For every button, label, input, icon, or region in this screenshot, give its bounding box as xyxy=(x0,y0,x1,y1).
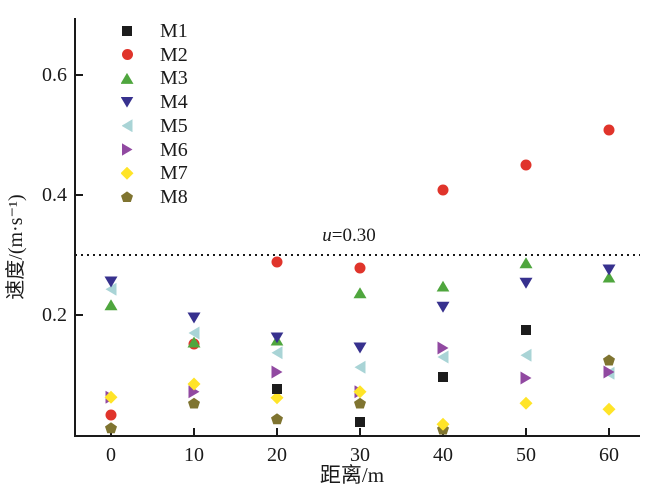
marker-M7-x10 xyxy=(187,377,201,391)
marker-M4-x60 xyxy=(602,264,616,276)
marker-M2-x50 xyxy=(520,159,532,171)
marker-M6-x10 xyxy=(188,385,200,399)
marker-M7-x0 xyxy=(104,390,118,404)
marker-M2-x40 xyxy=(437,184,449,196)
legend-item-M8: M8 xyxy=(110,185,240,209)
marker-M8-x0 xyxy=(105,422,117,434)
marker-M1-x20 xyxy=(272,383,282,394)
y-tick-label-0.4: 0.4 xyxy=(42,184,67,206)
legend-marker-M7 xyxy=(120,166,134,180)
y-axis-line xyxy=(74,18,76,437)
x-tick-label-50: 50 xyxy=(516,444,536,466)
x-axis-title: 距离/m xyxy=(319,463,385,487)
marker-M6-x60 xyxy=(603,365,615,379)
reference-var: u xyxy=(322,225,332,246)
marker-M2-x60 xyxy=(603,124,615,136)
y-tick-label-0.6: 0.6 xyxy=(42,64,67,86)
reference-line-label: u=0.30 xyxy=(289,224,409,248)
legend-label-M6: M6 xyxy=(160,138,188,161)
legend-marker-M8 xyxy=(120,190,134,204)
x-tick-label-40: 40 xyxy=(433,444,453,466)
marker-M8-x60 xyxy=(603,354,615,366)
marker-M2-x0 xyxy=(105,409,117,421)
legend-item-M7: M7 xyxy=(110,161,240,185)
marker-M4-x40 xyxy=(436,301,450,313)
legend-item-M3: M3 xyxy=(110,66,240,90)
legend-marker-M6 xyxy=(120,143,134,157)
legend-item-M4: M4 xyxy=(110,90,240,114)
legend-marker-M1 xyxy=(120,24,134,38)
marker-M5-x40 xyxy=(437,350,449,364)
legend-label-M2: M2 xyxy=(160,43,188,66)
legend-label-M4: M4 xyxy=(160,91,188,114)
x-tick-60 xyxy=(608,428,610,435)
reference-line-u030 xyxy=(75,254,640,256)
marker-M5-x20 xyxy=(271,346,283,360)
marker-M2-x30 xyxy=(354,262,366,274)
marker-M8-x10 xyxy=(188,397,200,409)
x-tick-label-10: 10 xyxy=(184,444,204,466)
x-tick-30 xyxy=(359,428,361,435)
legend-marker-M5 xyxy=(120,119,134,133)
legend-marker-M3 xyxy=(120,71,134,85)
marker-M8-x20 xyxy=(271,413,283,425)
legend-label-M1: M1 xyxy=(160,20,188,42)
x-tick-label-60: 60 xyxy=(599,444,619,466)
legend-marker-M4 xyxy=(120,95,134,109)
marker-M5-x30 xyxy=(354,360,366,374)
legend-marker-M2 xyxy=(120,48,134,62)
reference-value: =0.30 xyxy=(331,225,376,246)
marker-M1-x30 xyxy=(355,416,365,427)
marker-M5-x10 xyxy=(188,326,200,340)
marker-M2-x20 xyxy=(271,256,283,268)
marker-M6-x20 xyxy=(271,365,283,379)
legend-label-M8: M8 xyxy=(160,185,188,208)
marker-M4-x0 xyxy=(104,276,118,288)
marker-M6-x40 xyxy=(437,341,449,355)
marker-M5-x50 xyxy=(520,348,532,362)
y-tick-0.2 xyxy=(76,314,83,316)
marker-M4-x50 xyxy=(519,277,533,289)
legend-label-M3: M3 xyxy=(160,67,188,90)
x-tick-label-30: 30 xyxy=(350,444,370,466)
legend-item-M1: M1 xyxy=(110,19,240,43)
y-tick-0.6 xyxy=(76,74,83,76)
marker-M7-x20 xyxy=(270,391,284,405)
marker-M7-x60 xyxy=(602,402,616,416)
x-tick-label-0: 0 xyxy=(106,444,116,466)
x-tick-20 xyxy=(276,428,278,435)
marker-M7-x30 xyxy=(353,385,367,399)
marker-M1-x50 xyxy=(521,325,531,335)
marker-M3-x60 xyxy=(602,271,616,283)
marker-M7-x40 xyxy=(436,417,450,431)
x-tick-label-20: 20 xyxy=(267,444,287,466)
legend-item-M2: M2 xyxy=(110,43,240,67)
marker-M3-x10 xyxy=(187,336,201,348)
marker-M3-x0 xyxy=(104,299,118,311)
marker-M3-x40 xyxy=(436,280,450,292)
marker-M3-x30 xyxy=(353,287,367,299)
marker-M6-x50 xyxy=(520,371,532,385)
y-tick-0.4 xyxy=(76,194,83,196)
marker-M3-x50 xyxy=(519,257,533,269)
legend-item-M5: M5 xyxy=(110,114,240,138)
marker-M8-x30 xyxy=(354,397,366,409)
marker-M5-x0 xyxy=(105,282,117,296)
x-axis-line xyxy=(74,435,640,437)
marker-M1-x40 xyxy=(438,371,448,382)
legend: M1 M2 M3 M4 M5 M6 M7 M8 xyxy=(110,19,240,211)
marker-M4-x20 xyxy=(270,332,284,344)
marker-M7-x50 xyxy=(519,396,533,410)
y-tick-label-0.2: 0.2 xyxy=(42,304,67,326)
marker-M4-x10 xyxy=(187,312,201,324)
legend-label-M7: M7 xyxy=(160,162,188,185)
legend-label-M5: M5 xyxy=(160,114,188,137)
legend-item-M6: M6 xyxy=(110,138,240,162)
x-tick-10 xyxy=(193,428,195,435)
x-tick-50 xyxy=(525,428,527,435)
marker-M4-x30 xyxy=(353,342,367,354)
